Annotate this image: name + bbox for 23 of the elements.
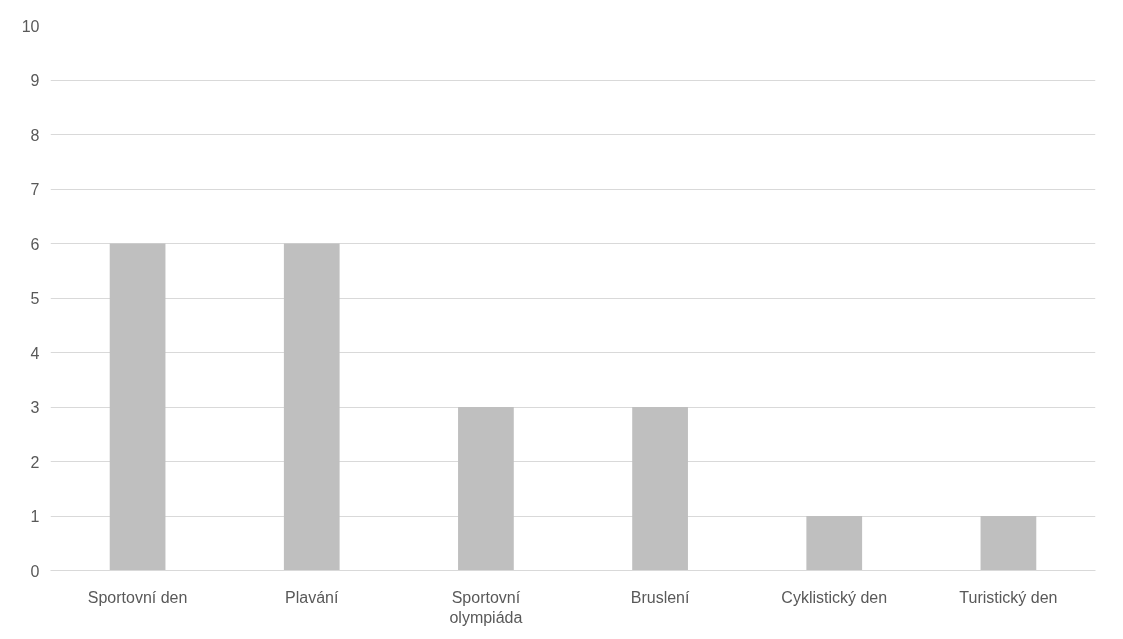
x-tick-label: Sportovní olympiáda	[449, 588, 523, 626]
y-tick-label: 8	[30, 126, 40, 144]
bar	[283, 243, 340, 571]
bar	[458, 407, 514, 571]
bar	[632, 407, 688, 571]
x-tick-label: Turistický den	[959, 588, 1058, 606]
y-tick-label: 1	[30, 508, 40, 525]
bar	[980, 516, 1037, 571]
y-tick-label: 3	[30, 399, 40, 416]
y-tick-label: 5	[30, 290, 40, 307]
bar	[109, 243, 166, 571]
y-tick-label: 10	[21, 17, 40, 35]
x-tick-label: Bruslení	[630, 588, 690, 606]
y-tick-label: 7	[30, 181, 40, 198]
y-tick-label: 2	[30, 453, 40, 471]
y-tick-label: 9	[30, 72, 40, 89]
bar	[806, 516, 863, 571]
x-tick-label: Plavání	[285, 588, 339, 606]
y-tick-label: 0	[30, 562, 40, 580]
y-tick-label: 4	[30, 344, 40, 362]
y-tick-label: 6	[30, 235, 40, 253]
x-tick-label: Sportovní den	[87, 588, 188, 606]
x-tick-label: Cyklistický den	[781, 588, 888, 606]
